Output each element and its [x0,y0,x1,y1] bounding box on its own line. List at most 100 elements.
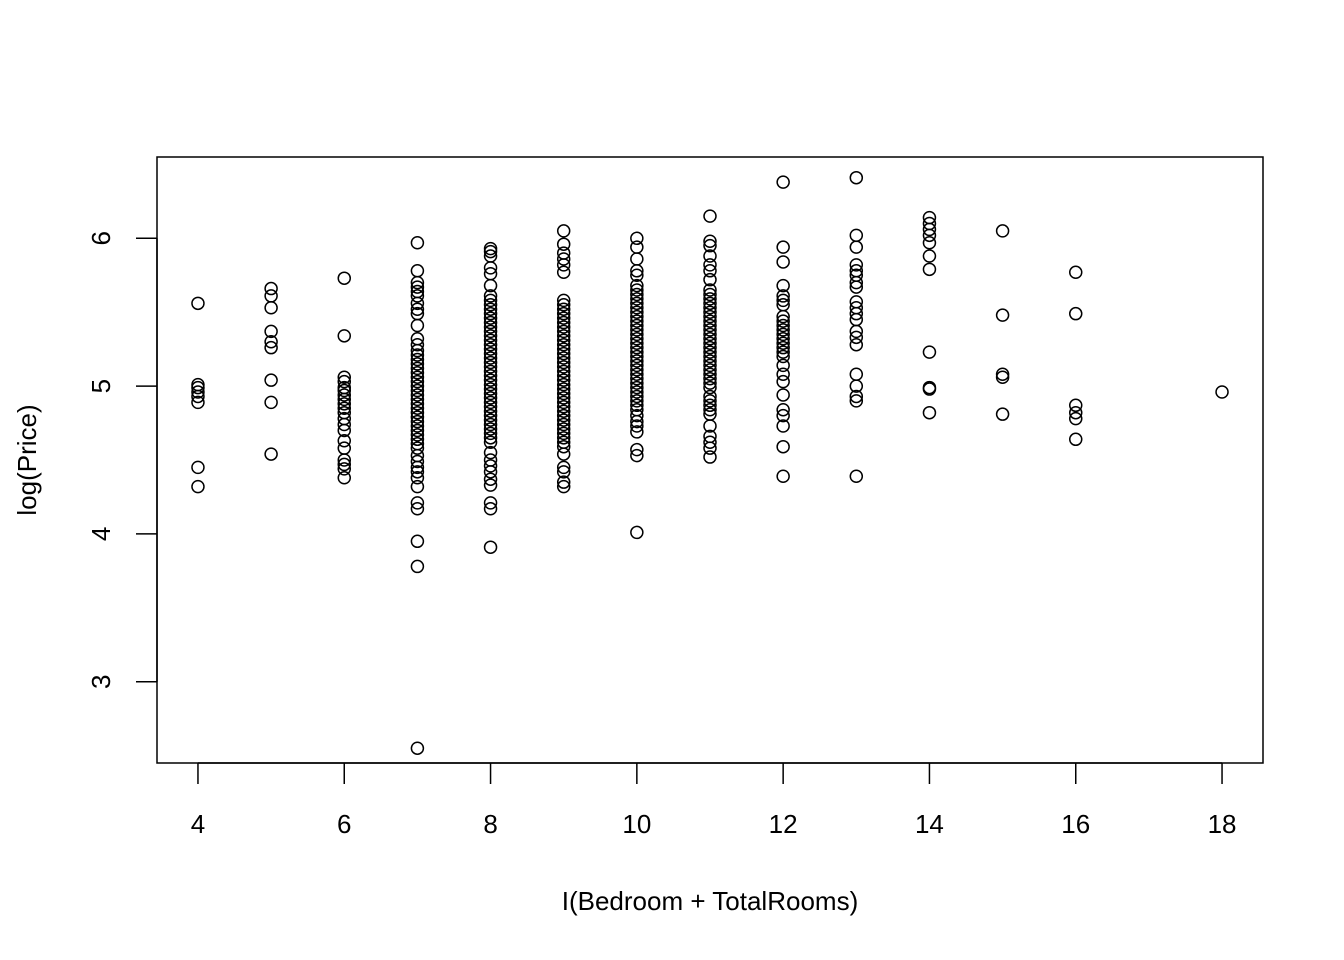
data-point [410,470,425,485]
data-point [337,383,352,398]
data-point [483,502,498,516]
data-point [703,296,717,311]
data-point [556,302,571,316]
data-point [1068,265,1083,280]
data-point [410,392,425,407]
data-point [337,441,352,455]
data-point [630,354,644,368]
data-point [703,309,717,324]
data-point [264,301,278,315]
data-point [776,349,790,364]
data-point [337,388,352,402]
data-point [410,479,425,494]
data-point [556,391,571,405]
data-point [703,435,717,450]
data-point [337,462,352,476]
data-point [703,318,717,333]
data-point [556,364,571,379]
data-point [410,289,425,303]
data-point [264,281,278,296]
data-point [703,283,717,297]
data-point [483,404,498,418]
data-point [776,332,790,346]
data-point [703,272,717,287]
data-point [556,377,571,392]
data-point [337,417,352,432]
data-point [483,435,498,450]
data-point [703,363,717,377]
data-point [556,342,571,356]
data-point [483,422,498,436]
data-point [630,309,644,324]
data-point [410,348,425,362]
data-point [483,360,498,374]
data-point [191,389,205,404]
data-point [483,289,498,303]
data-point [703,398,717,413]
data-point [410,441,425,455]
data-point [191,385,205,399]
data-point [483,333,498,348]
data-point [630,442,644,457]
data-point [776,358,790,373]
data-point [703,358,717,373]
data-point [337,271,352,285]
data-point [703,249,717,263]
data-point [410,235,425,250]
data-point [556,465,571,479]
data-point [776,323,790,337]
data-point [483,293,498,308]
data-point [703,419,717,433]
x-tick-label: 18 [1208,809,1237,839]
data-point [922,405,937,420]
data-point [703,349,717,364]
data-point [776,293,790,308]
data-point [410,361,425,376]
data-point [483,540,498,554]
data-point [410,296,425,311]
data-point [556,447,571,461]
data-point [776,318,790,333]
data-point [556,369,571,383]
data-point [849,324,864,339]
data-point [703,264,717,278]
data-point [703,345,717,359]
data-point [776,469,790,484]
data-point [556,324,571,339]
data-point [776,240,790,254]
data-point [630,287,644,302]
data-point [776,408,790,423]
data-point [630,292,644,306]
data-point [776,374,790,389]
data-point [630,336,644,350]
data-point [410,397,425,411]
data-point [630,264,644,278]
y-tick-label: 6 [86,231,116,245]
data-point [703,292,717,306]
data-point [630,419,644,433]
data-point [483,342,498,356]
data-point [410,401,425,416]
data-point [410,388,425,402]
data-point [191,460,205,475]
data-point [776,340,790,355]
data-point [703,301,717,315]
data-point [630,389,644,404]
y-tick-label: 3 [86,674,116,688]
data-point [703,332,717,346]
data-point [630,332,644,346]
data-point [849,337,864,352]
data-point [410,357,425,371]
data-point [849,389,864,404]
data-point [556,408,571,423]
data-point [630,358,644,373]
data-point [703,354,717,368]
data-point [556,422,571,436]
data-point [776,314,790,328]
data-point [483,306,498,321]
data-point [483,364,498,379]
x-tick-label: 12 [769,809,798,839]
data-point [995,407,1010,421]
data-point [922,222,937,237]
